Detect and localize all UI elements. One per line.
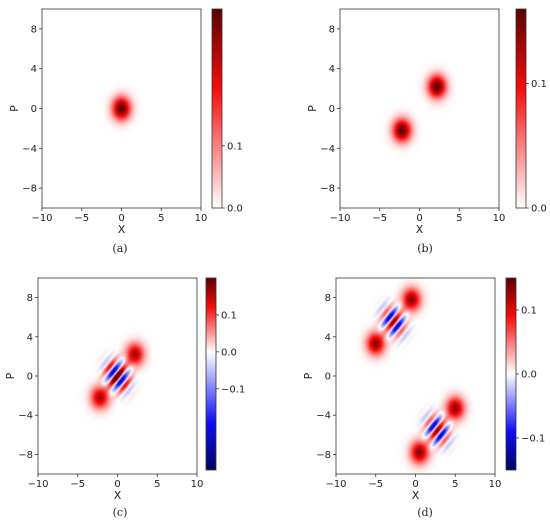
- x-tick-label: 10: [191, 479, 204, 490]
- heatmap-image: [42, 9, 201, 208]
- y-tick-label: 0: [325, 372, 331, 383]
- y-tick-label: 0: [27, 372, 33, 383]
- colorbar-frame: [515, 8, 527, 209]
- x-tick-label: 10: [489, 479, 502, 490]
- colorbar-tick-label: 0.0: [227, 204, 243, 215]
- x-tick-label: −5: [368, 479, 383, 490]
- colorbar-tick-label: 0.1: [521, 306, 537, 317]
- panel-caption: (b): [417, 242, 433, 255]
- x-tick-label: −10: [31, 213, 52, 224]
- y-tick-label: 0: [329, 104, 335, 115]
- x-tick-label: 10: [195, 213, 208, 224]
- colorbar-frame: [211, 8, 223, 209]
- y-tick-label: 8: [329, 24, 335, 35]
- x-tick-label: 10: [493, 213, 506, 224]
- y-tick-label: −4: [22, 144, 37, 155]
- colorbar: [212, 9, 222, 208]
- colorbar-tick-label: 0.0: [531, 204, 547, 215]
- y-tick-label: −8: [320, 184, 335, 195]
- y-tick-label: 8: [325, 293, 331, 304]
- y-axis-label: P: [302, 372, 315, 379]
- x-tick-label: −5: [372, 213, 387, 224]
- y-tick-label: 8: [31, 24, 37, 35]
- x-axis-label: X: [412, 489, 420, 502]
- x-tick-label: 0: [114, 479, 120, 490]
- y-tick-label: 4: [325, 332, 331, 343]
- x-tick-label: −5: [74, 213, 89, 224]
- y-tick-label: −8: [22, 184, 37, 195]
- x-axis-label: X: [416, 223, 424, 236]
- x-tick-label: 5: [154, 479, 160, 490]
- x-tick-label: 0: [118, 213, 124, 224]
- panel-caption: (c): [113, 506, 128, 519]
- colorbar-tick-label: −0.1: [221, 384, 245, 395]
- y-tick-label: −8: [18, 450, 33, 461]
- colorbar-tick-label: 0.1: [531, 79, 547, 90]
- colorbar-tick-label: 0.0: [521, 370, 537, 381]
- y-axis-label: P: [306, 105, 319, 112]
- y-tick-label: 8: [27, 293, 33, 304]
- y-tick-label: 0: [31, 104, 37, 115]
- x-tick-label: −10: [325, 479, 346, 490]
- x-tick-label: 5: [456, 213, 462, 224]
- y-tick-label: −4: [316, 411, 331, 422]
- y-tick-label: 4: [329, 64, 335, 75]
- panel-a: −10 −5 0 5 10 8 4 0 −4 −8 X P 0.1 0.0 (a): [8, 8, 243, 255]
- y-tick-label: 4: [31, 64, 37, 75]
- x-tick-label: 0: [412, 479, 418, 490]
- y-tick-label: −4: [320, 144, 335, 155]
- y-tick-label: 4: [27, 332, 33, 343]
- x-tick-label: 5: [452, 479, 458, 490]
- x-axis-label: X: [114, 489, 122, 502]
- x-tick-label: −10: [329, 213, 350, 224]
- x-axis-label: X: [118, 223, 126, 236]
- colorbar-frame: [205, 277, 217, 471]
- panel-caption: (a): [112, 242, 127, 255]
- y-axis-label: P: [4, 372, 17, 379]
- x-tick-label: −10: [27, 479, 48, 490]
- panel-b: −10 −5 0 5 10 8 4 0 −4 −8 X P 0.1 0.0 (b): [306, 8, 547, 255]
- colorbar-tick-label: 0.0: [221, 347, 237, 358]
- colorbar: [516, 9, 526, 208]
- x-tick-label: 5: [158, 213, 164, 224]
- colorbar: [206, 278, 216, 470]
- x-tick-label: 0: [416, 213, 422, 224]
- y-tick-label: −8: [316, 450, 331, 461]
- heatmap-image: [38, 278, 197, 474]
- colorbar-tick-label: 0.1: [227, 141, 243, 152]
- x-tick-label: −5: [70, 479, 85, 490]
- panel-caption: (d): [417, 506, 433, 519]
- panel-d: −10 −5 0 5 10 8 4 0 −4 −8 X P 0.1 0.0 −0.1 (d): [302, 277, 545, 519]
- heatmap-image: [340, 9, 499, 208]
- y-axis-label: P: [8, 105, 21, 112]
- panel-c: −10 −5 0 5 10 8 4 0 −4 −8 X P 0.1 0.0 −0.1 (c): [4, 277, 245, 519]
- y-tick-label: −4: [18, 411, 33, 422]
- colorbar-tick-label: 0.1: [221, 310, 237, 321]
- colorbar-tick-label: −0.1: [521, 434, 545, 445]
- colorbar: [506, 278, 516, 470]
- heatmap-image: [336, 278, 495, 474]
